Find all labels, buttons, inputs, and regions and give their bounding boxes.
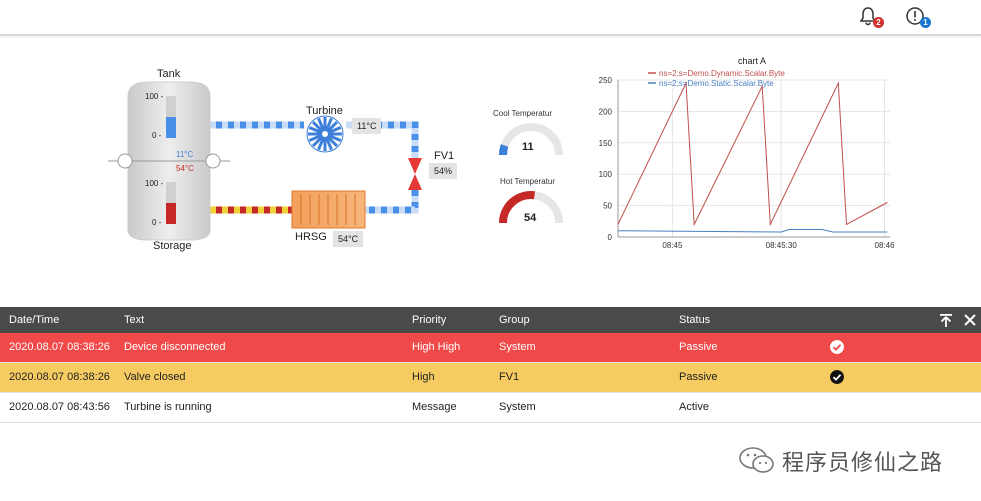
- notifications-button[interactable]: 2: [858, 6, 884, 28]
- storage-level-fill: [166, 203, 176, 224]
- turbine-value: 11°C: [352, 118, 382, 134]
- process-diagram-graphics: [108, 81, 422, 241]
- column-header-text[interactable]: Text: [124, 314, 145, 326]
- tank-left-nozzle: [117, 153, 133, 169]
- chart-legend-label: ns=2;s=Demo.Dynamic.Scalar.Byte: [659, 69, 785, 78]
- scroll-to-top-button[interactable]: [938, 312, 954, 328]
- chart-xtick-label: 08:45:30: [766, 241, 798, 250]
- valve-fv1-icon[interactable]: [408, 158, 422, 190]
- chart-xtick-label: 08:46: [875, 241, 896, 250]
- cool-gauge-value: 11: [522, 141, 534, 153]
- tank-right-nozzle: [205, 153, 221, 169]
- chart-a-plot: chart A 0 50 100 150 200 250 08:45 08:45:30 08:4…: [599, 56, 896, 250]
- hrsg-title: HRSG: [295, 231, 327, 243]
- alarm-datetime: 2020.08.07 08:43:56: [9, 401, 110, 413]
- cool-gauge: [499, 123, 563, 156]
- hrsg-icon[interactable]: [291, 190, 366, 229]
- tank-scale-top: 100 -: [145, 92, 164, 101]
- alarm-datetime: 2020.08.07 08:38:26: [9, 371, 110, 383]
- alarm-table: Date/Time Text Priority Group Status 202…: [0, 307, 981, 423]
- chart-ytick-label: 200: [599, 107, 613, 116]
- storage-scale-bottom: 0 -: [152, 218, 162, 227]
- top-bar: 2 1: [0, 0, 981, 36]
- hot-gauge-title: Hot Temperatur: [500, 177, 555, 186]
- chart-ytick-label: 0: [608, 233, 613, 242]
- alerts-button[interactable]: 1: [905, 6, 931, 28]
- storage-title: Storage: [153, 240, 192, 252]
- tank-title: Tank: [157, 68, 181, 80]
- alarm-text: Turbine is running: [124, 401, 212, 413]
- column-header-group[interactable]: Group: [499, 314, 530, 326]
- alarm-group: System: [499, 401, 536, 413]
- alarm-priority: Message: [412, 401, 457, 413]
- column-header-priority[interactable]: Priority: [412, 314, 447, 326]
- valve-title: FV1: [434, 150, 455, 162]
- chart-a: chart A 0 50 100 150 200 250 08:45 08:45:30 08:4…: [590, 54, 900, 254]
- alarm-table-header: Date/Time Text Priority Group Status: [0, 307, 981, 333]
- acknowledge-check-icon[interactable]: [830, 370, 844, 384]
- alarm-row[interactable]: 2020.08.07 08:38:26 Valve closed High FV…: [0, 363, 981, 393]
- valve-value: 54%: [429, 163, 458, 179]
- chart-series-line: [617, 81, 888, 227]
- alarm-datetime: 2020.08.07 08:38:26: [9, 341, 110, 353]
- close-icon: [964, 314, 976, 326]
- chart-ytick-label: 100: [599, 170, 613, 179]
- alarm-priority: High: [412, 371, 435, 383]
- hrsg-value: 54°C: [333, 231, 364, 247]
- notifications-count-badge: 2: [873, 17, 884, 28]
- chart-xtick-label: 08:45: [662, 241, 683, 250]
- alert-circle-icon: [906, 7, 924, 25]
- gauges-panel: Cool Temperatur 11 Hot Temperatur 54: [488, 104, 578, 234]
- alarm-status: Passive: [679, 341, 718, 353]
- tank-scale-bottom: 0 -: [152, 131, 162, 140]
- pin-top-icon: [940, 314, 952, 327]
- cold-temp-label: 11°C: [176, 150, 194, 159]
- chart-ytick-label: 50: [603, 202, 612, 211]
- chart-title: chart A: [738, 56, 766, 66]
- watermark-text: 程序员修仙之路: [782, 451, 944, 476]
- turbine-icon[interactable]: [306, 115, 344, 153]
- tank-level-fill: [166, 117, 176, 138]
- hot-temp-label: 54°C: [176, 164, 194, 173]
- alarm-text: Device disconnected: [124, 341, 226, 353]
- column-header-datetime[interactable]: Date/Time: [9, 314, 60, 326]
- acknowledge-check-icon[interactable]: [830, 340, 844, 354]
- storage-scale-top: 100 -: [145, 179, 164, 188]
- chart-ytick-label: 250: [599, 76, 613, 85]
- hot-gauge: [499, 191, 563, 224]
- wechat-logo-icon: [739, 447, 774, 473]
- alarm-group: FV1: [499, 371, 520, 383]
- process-diagram: Tank 100 - 0 - 11°C 54°C 100 - 0 - Stora…: [0, 34, 480, 264]
- alarm-row[interactable]: 2020.08.07 08:38:26 Device disconnected …: [0, 333, 981, 363]
- alarm-group: System: [499, 341, 536, 353]
- column-header-status[interactable]: Status: [679, 314, 711, 326]
- alerts-count-badge: 1: [920, 17, 931, 28]
- turbine-title: Turbine: [306, 105, 343, 117]
- alarm-row[interactable]: 2020.08.07 08:43:56 Turbine is running M…: [0, 393, 981, 423]
- alarm-text: Valve closed: [124, 371, 186, 383]
- alarm-status: Passive: [679, 371, 718, 383]
- bell-icon: [859, 7, 877, 26]
- alarm-priority: High High: [412, 341, 461, 353]
- hot-gauge-value: 54: [524, 212, 537, 224]
- chart-legend-label: ns=2;s=Demo.Static.Scalar.Byte: [659, 79, 774, 88]
- chart-series-line: [617, 229, 888, 233]
- close-table-button[interactable]: [962, 312, 978, 328]
- cool-gauge-title: Cool Temperatur: [493, 109, 552, 118]
- chart-ytick-label: 150: [599, 139, 613, 148]
- alarm-status: Active: [679, 401, 709, 413]
